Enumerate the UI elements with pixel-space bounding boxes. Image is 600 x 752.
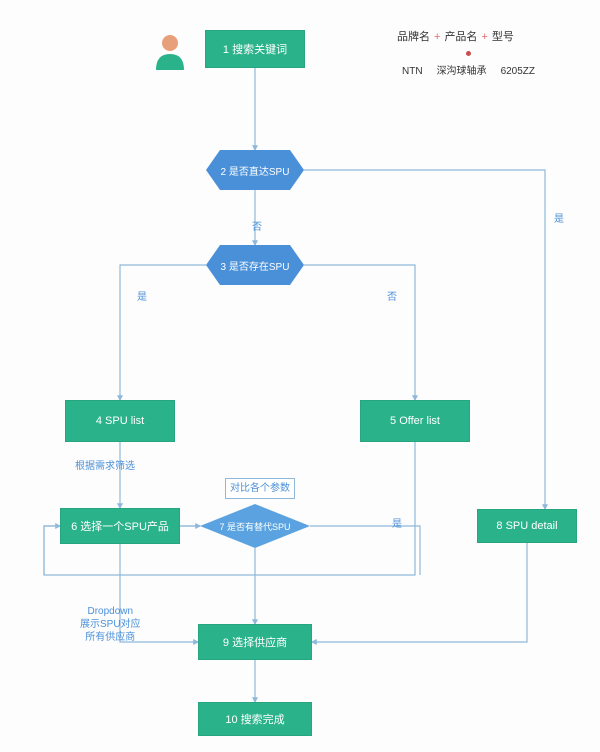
edge-label-l_no_3: 否	[385, 288, 399, 303]
flow-edge	[310, 526, 420, 575]
flow-edge	[312, 543, 527, 642]
node-n3: 3 是否存在SPU	[206, 245, 304, 285]
legend-term: 型号	[492, 31, 514, 43]
node-n2: 2 是否直达SPU	[206, 150, 304, 190]
node-n10: 10 搜索完成	[198, 702, 312, 736]
legend-example: NTN	[402, 66, 423, 77]
legend-term: 产品名	[444, 31, 477, 43]
node-label: 9 选择供应商	[223, 634, 287, 650]
node-label: 6 选择一个SPU产品	[71, 518, 169, 534]
node-n8: 8 SPU detail	[477, 509, 577, 543]
plus-icon: +	[434, 31, 440, 43]
note-text: 根据需求筛选	[75, 461, 135, 472]
edge-label-l_yes_7: 是	[390, 515, 404, 530]
user-icon	[152, 32, 188, 72]
node-label: 2 是否直达SPU	[221, 163, 290, 178]
flow-edge	[120, 265, 206, 400]
note-note_compare: 对比各个参数	[225, 478, 295, 499]
plus-icon: +	[481, 31, 487, 43]
note-text: Dropdown 展示SPU对应 所有供应商	[80, 606, 141, 643]
node-n5: 5 Offer list	[360, 400, 470, 442]
flow-edge	[304, 170, 545, 509]
edge-label-l_yes_2: 是	[552, 210, 566, 225]
note-note_dropdown: Dropdown 展示SPU对应 所有供应商	[80, 605, 141, 644]
edge-label-l_no_2: 否	[250, 218, 264, 233]
node-label: 1 搜索关键词	[223, 41, 287, 57]
legend: 品牌名 + 产品名 + 型号 NTN 深沟球轴承 6205ZZ	[395, 28, 542, 77]
node-label: 8 SPU detail	[496, 520, 557, 532]
legend-example: 深沟球轴承	[437, 66, 487, 77]
legend-example: 6205ZZ	[501, 66, 535, 77]
node-label: 4 SPU list	[96, 415, 144, 427]
node-n9: 9 选择供应商	[198, 624, 312, 660]
node-label: 7 是否有替代SPU	[219, 520, 290, 533]
legend-dot-icon	[466, 51, 471, 56]
node-n4: 4 SPU list	[65, 400, 175, 442]
note-text: 对比各个参数	[230, 483, 290, 494]
node-n6: 6 选择一个SPU产品	[60, 508, 180, 544]
node-n1: 1 搜索关键词	[205, 30, 305, 68]
legend-term: 品牌名	[397, 31, 430, 43]
node-label: 5 Offer list	[390, 415, 440, 427]
flow-edge	[304, 265, 415, 400]
flow-edge	[44, 526, 60, 575]
node-n7: 7 是否有替代SPU	[200, 504, 310, 548]
node-label: 10 搜索完成	[225, 711, 284, 727]
edge-label-l_yes_3: 是	[135, 288, 149, 303]
node-label: 3 是否存在SPU	[221, 258, 290, 273]
note-note_filter: 根据需求筛选	[75, 460, 135, 473]
